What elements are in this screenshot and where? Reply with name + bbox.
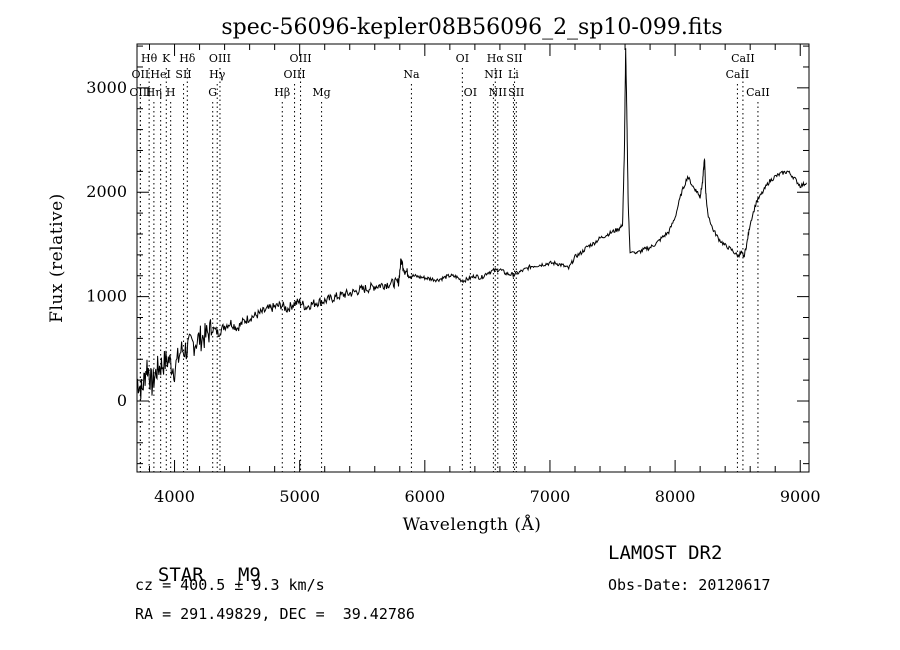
y-axis-label: Flux (relative) <box>47 193 67 323</box>
plot-frame <box>136 43 810 473</box>
spectral-line-label: G <box>208 86 217 99</box>
spectral-line-label: OIII <box>290 52 312 65</box>
spectral-line-label: OIII <box>129 86 151 99</box>
spectral-line-label: Hα <box>487 52 505 65</box>
spectral-line-label: OI <box>464 86 477 99</box>
spectral-line-label: CaII <box>726 68 750 81</box>
x-tick-label: 9000 <box>780 487 821 506</box>
axis-ticks: 4000 5000 6000 7000 8000 9000 0 1000 2000 3000 <box>86 44 821 506</box>
spectral-line-label: HeI <box>150 68 170 81</box>
spectral-line-label: Hγ <box>209 68 226 81</box>
object-class: STAR M9 <box>135 542 261 586</box>
spectral-line-label: NII <box>489 86 507 99</box>
y-tick-label: 1000 <box>86 287 127 306</box>
x-tick-label: 7000 <box>530 487 571 506</box>
x-tick-label: 6000 <box>404 487 445 506</box>
coordinates-readout: RA = 291.49829, DEC = 39.42786 <box>135 605 415 623</box>
spectral-line-label: OIII <box>209 52 231 65</box>
spectral-line-label: H <box>166 86 176 99</box>
x-axis-label: Wavelength (Å) <box>403 514 542 535</box>
spectral-line-label: Hθ <box>141 52 158 65</box>
x-tick-label: 5000 <box>279 487 320 506</box>
spectral-line-label: OI <box>456 52 469 65</box>
obs-date: Obs-Date: 20120617 <box>608 576 771 594</box>
spectral-line-label: K <box>162 52 171 65</box>
spectral-line-label: Hβ <box>274 86 290 99</box>
subclass-label: M9 <box>237 564 261 586</box>
spectral-line-label: SII <box>508 86 524 99</box>
spectral-line-label: SII <box>175 68 191 81</box>
spectral-line-label: Na <box>403 68 420 81</box>
class-label: STAR <box>157 564 204 586</box>
chart-title: spec-56096-kepler08B56096_2_sp10-099.fit… <box>221 15 722 40</box>
spectrum-line <box>136 48 807 400</box>
spectral-line-label: Mg <box>312 86 330 99</box>
spectral-line-label: OIII <box>284 68 306 81</box>
x-tick-label: 8000 <box>655 487 696 506</box>
spectral-line-label: CaII <box>731 52 755 65</box>
spectral-line-label: SII <box>506 52 522 65</box>
spectral-line-label: Li <box>508 68 519 81</box>
redshift-readout: cz = 400.5 ± 9.3 km/s <box>135 576 325 594</box>
spectral-line-label: CaII <box>746 86 770 99</box>
y-tick-label: 3000 <box>86 78 127 97</box>
y-tick-label: 0 <box>117 391 127 410</box>
spectral-line-label: NII <box>484 68 502 81</box>
y-tick-label: 2000 <box>86 182 127 201</box>
x-tick-label: 4000 <box>154 487 195 506</box>
survey-label: LAMOST DR2 <box>608 542 723 564</box>
spectral-line-label: OII <box>132 68 150 81</box>
spectral-line-label: Hδ <box>179 52 196 65</box>
spectral-line-label: Hη <box>146 86 162 99</box>
